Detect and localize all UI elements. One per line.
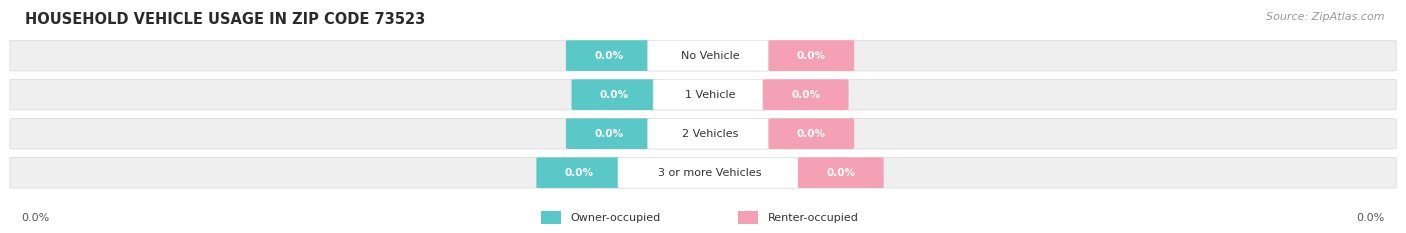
FancyBboxPatch shape (648, 118, 773, 149)
Text: 0.0%: 0.0% (595, 51, 623, 61)
FancyBboxPatch shape (799, 157, 884, 188)
Text: Source: ZipAtlas.com: Source: ZipAtlas.com (1267, 12, 1385, 22)
Text: 0.0%: 0.0% (595, 129, 623, 139)
Text: No Vehicle: No Vehicle (681, 51, 740, 61)
FancyBboxPatch shape (571, 79, 658, 110)
FancyBboxPatch shape (762, 79, 848, 110)
FancyBboxPatch shape (768, 40, 853, 71)
FancyBboxPatch shape (567, 40, 652, 71)
Text: 0.0%: 0.0% (797, 51, 825, 61)
FancyBboxPatch shape (768, 118, 853, 149)
Text: 1 Vehicle: 1 Vehicle (685, 90, 735, 100)
FancyBboxPatch shape (567, 118, 652, 149)
Text: 0.0%: 0.0% (827, 168, 855, 178)
Text: 3 or more Vehicles: 3 or more Vehicles (658, 168, 762, 178)
FancyBboxPatch shape (619, 157, 801, 188)
Text: 2 Vehicles: 2 Vehicles (682, 129, 738, 139)
Text: 0.0%: 0.0% (21, 213, 49, 223)
FancyBboxPatch shape (648, 40, 773, 71)
Text: 0.0%: 0.0% (792, 90, 820, 100)
Text: HOUSEHOLD VEHICLE USAGE IN ZIP CODE 73523: HOUSEHOLD VEHICLE USAGE IN ZIP CODE 7352… (25, 12, 426, 27)
FancyBboxPatch shape (10, 118, 1396, 149)
Text: 0.0%: 0.0% (1357, 213, 1385, 223)
FancyBboxPatch shape (738, 212, 758, 224)
FancyBboxPatch shape (541, 212, 561, 224)
Text: 0.0%: 0.0% (600, 90, 628, 100)
FancyBboxPatch shape (10, 79, 1396, 110)
FancyBboxPatch shape (652, 79, 768, 110)
FancyBboxPatch shape (10, 157, 1396, 188)
FancyBboxPatch shape (10, 40, 1396, 71)
Text: 0.0%: 0.0% (565, 168, 593, 178)
Text: Owner-occupied: Owner-occupied (571, 213, 661, 223)
Text: 0.0%: 0.0% (797, 129, 825, 139)
FancyBboxPatch shape (537, 157, 621, 188)
Text: Renter-occupied: Renter-occupied (768, 213, 859, 223)
